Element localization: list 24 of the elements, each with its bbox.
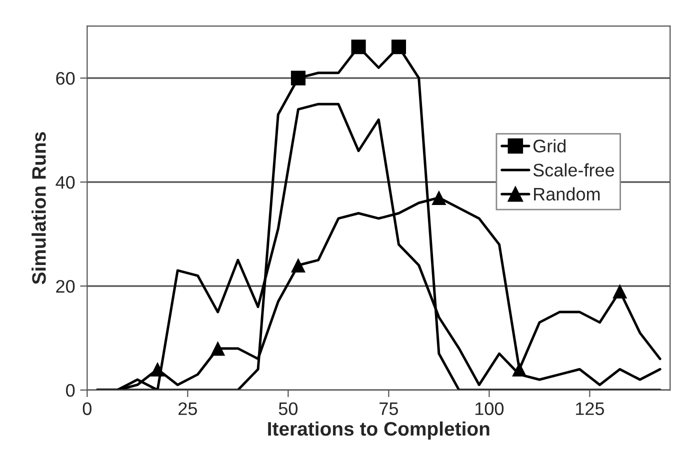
y-tick-label: 60 (56, 72, 75, 85)
x-tick-label: 25 (178, 402, 197, 416)
point (612, 284, 628, 299)
point (150, 362, 165, 377)
point (290, 258, 306, 273)
point (512, 362, 527, 377)
point (432, 190, 446, 205)
point (210, 341, 226, 356)
legend-label: Grid (533, 139, 566, 152)
y-tick-label: 0 (66, 384, 75, 397)
y-axis-title: Simulation Runs (32, 132, 46, 284)
y-tick-label: 20 (56, 280, 75, 293)
y-tick-label: 40 (56, 176, 75, 189)
legend-label: Random (534, 187, 600, 201)
legend-label: Scale-free (533, 163, 614, 177)
x-axis-title: Iterations to Completion (268, 421, 490, 440)
x-tick-label: 50 (278, 402, 298, 416)
point (351, 40, 366, 54)
x-tick-label: 100 (476, 402, 504, 416)
x-tick-label: 75 (380, 402, 398, 416)
x-tick-label: 0 (82, 402, 92, 416)
x-tick-label: 125 (576, 402, 604, 416)
point (391, 40, 406, 54)
point (290, 70, 306, 86)
